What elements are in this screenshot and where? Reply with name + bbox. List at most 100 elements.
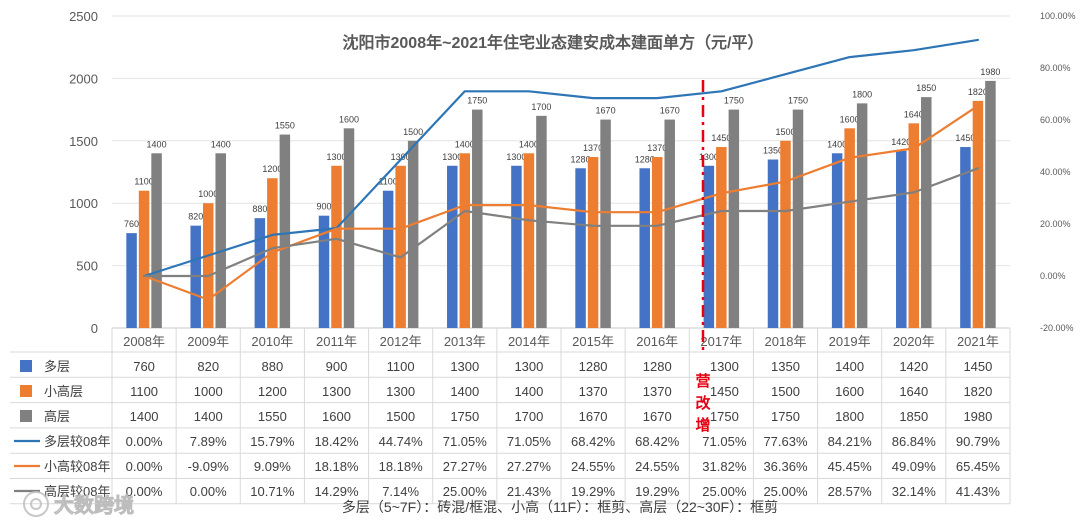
bar	[985, 80, 996, 328]
bar	[716, 147, 727, 328]
bar-data-label: 1750	[467, 96, 487, 106]
legend-label: 小高层	[44, 384, 83, 399]
table-cell: 1100	[130, 384, 158, 399]
y-tick-label: 500	[76, 259, 98, 274]
legend-key	[20, 410, 32, 422]
y2-tick-label: 100.00%	[1040, 11, 1076, 21]
table-cell: 1300	[710, 359, 739, 374]
table-cell: 14.29%	[314, 484, 359, 499]
bar	[575, 168, 586, 328]
bar-data-label: 1300	[506, 152, 526, 162]
table-cell: 18.18%	[379, 459, 424, 474]
bar	[202, 203, 214, 328]
bar-data-label: 880	[252, 204, 267, 214]
table-cell: 1420	[899, 359, 928, 374]
bar	[844, 128, 855, 328]
series-line	[143, 104, 980, 301]
table-cell: 1400	[835, 359, 864, 374]
bar	[215, 153, 226, 328]
table-cell: 1400	[130, 409, 159, 424]
table-cell: 1670	[643, 409, 672, 424]
bar-data-label: 1640	[904, 109, 924, 119]
bar-data-label: 1300	[442, 152, 462, 162]
table-cell: 49.09%	[892, 459, 937, 474]
table-cell: 44.74%	[379, 434, 424, 449]
bar	[831, 153, 843, 328]
table-cell: 1550	[258, 409, 287, 424]
bar-data-label: 1000	[198, 189, 218, 199]
table-cell: 1800	[835, 409, 864, 424]
table-cell: 24.55%	[571, 459, 616, 474]
table-cell: 1450	[963, 359, 992, 374]
y2-tick-label: 20.00%	[1040, 219, 1071, 229]
table-cell: 19.29%	[571, 484, 616, 499]
table-cell: 18.18%	[314, 459, 359, 474]
table-cell: 68.42%	[571, 434, 616, 449]
table-cell: 1700	[514, 409, 543, 424]
table-cell: 0.00%	[190, 484, 227, 499]
table-cell: 71.05%	[443, 434, 488, 449]
y-tick-label: 0	[91, 321, 98, 336]
table-cell: 1400	[514, 384, 543, 399]
bar	[921, 97, 932, 329]
bar-data-label: 1280	[635, 154, 655, 164]
bar-data-label: 1200	[262, 164, 282, 174]
bar-data-label: 1350	[763, 146, 783, 156]
x-tick-label: 2012年	[380, 334, 422, 349]
table-cell: 24.55%	[635, 459, 680, 474]
x-tick-label: 2014年	[508, 334, 550, 349]
table-cell: 36.36%	[763, 459, 808, 474]
x-tick-label: 2019年	[829, 334, 871, 349]
table-cell: 1370	[643, 384, 672, 399]
table-cell: 7.89%	[190, 434, 227, 449]
table-cell: 1000	[194, 384, 223, 399]
bar-data-label: 1750	[788, 96, 808, 106]
bar	[856, 103, 868, 328]
bar-data-label: 1450	[955, 133, 975, 143]
table-cell: 1280	[579, 359, 608, 374]
bar-data-label: 1400	[147, 139, 167, 149]
table-cell: 71.05%	[702, 434, 747, 449]
table-cell: 15.79%	[250, 434, 295, 449]
bar	[395, 165, 406, 328]
bar	[407, 140, 419, 328]
table-cell: 1600	[835, 384, 864, 399]
y2-tick-label: 80.00%	[1040, 63, 1071, 73]
table-cell: 1850	[899, 409, 928, 424]
bar	[896, 150, 907, 328]
bar	[511, 165, 522, 328]
bar-data-label: 1400	[211, 139, 231, 149]
table-cell: 7.14%	[382, 484, 419, 499]
footnote: 多层（5~7F）：砖混/框混、小高（11F）：框剪、高层（22~30F）：框剪	[342, 499, 778, 515]
table-cell: 77.63%	[763, 434, 808, 449]
bar-data-label: 1300	[699, 152, 719, 162]
series-line	[143, 167, 980, 278]
table-cell: 25.00%	[763, 484, 808, 499]
bar-data-label: 1600	[840, 114, 860, 124]
table-cell: 27.27%	[443, 459, 488, 474]
bar-data-label: 900	[316, 202, 331, 212]
bar	[138, 190, 150, 328]
watermark-logo	[23, 491, 49, 517]
table-cell: 19.29%	[635, 484, 680, 499]
legend-label: 多层	[44, 359, 70, 374]
x-tick-label: 2011年	[316, 334, 357, 349]
table-cell: 1370	[579, 384, 608, 399]
bar-data-label: 1400	[827, 139, 847, 149]
bar	[639, 168, 650, 328]
legend-label: 小高较08年	[44, 459, 110, 474]
table-cell: 1300	[450, 359, 479, 374]
table-cell: 28.57%	[828, 484, 873, 499]
x-tick-label: 2017年	[700, 334, 742, 349]
table-cell: 820	[197, 359, 219, 374]
table-cell: 68.42%	[635, 434, 680, 449]
table-cell: 1300	[514, 359, 543, 374]
bar-data-label: 1980	[980, 67, 1000, 77]
bar-data-label: 760	[124, 219, 139, 229]
table-cell: 1980	[963, 409, 992, 424]
table-cell: 10.71%	[250, 484, 295, 499]
table-cell: 1350	[771, 359, 800, 374]
bar	[472, 109, 483, 328]
table-cell: 880	[262, 359, 284, 374]
legend-label: 多层较08年	[44, 434, 110, 449]
